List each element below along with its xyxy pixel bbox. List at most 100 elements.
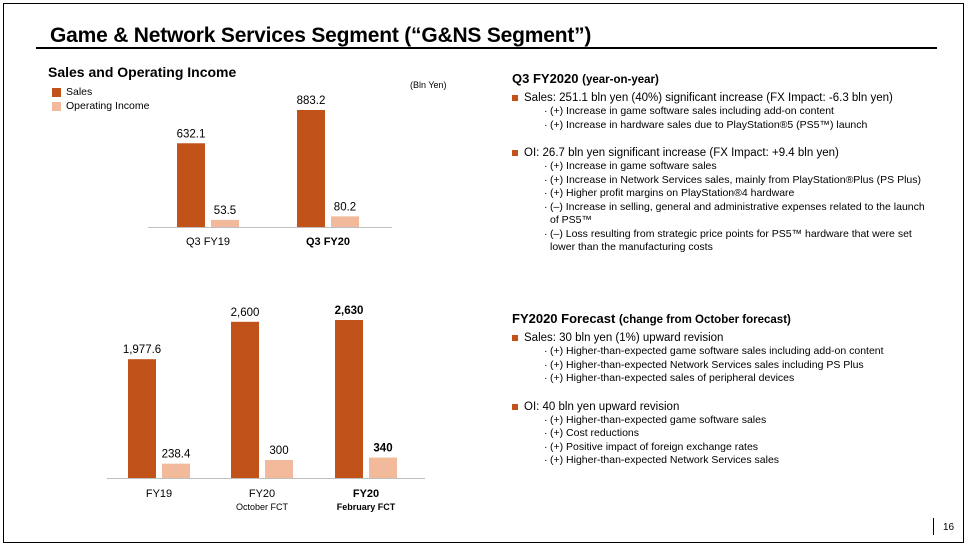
dot-bullet-icon: · bbox=[544, 227, 548, 240]
legend-sales-swatch bbox=[52, 87, 61, 97]
fy-detail-text: (+) Positive impact of foreign exchange … bbox=[550, 440, 759, 453]
oi-bar bbox=[162, 463, 190, 478]
dot-bullet-icon: · bbox=[544, 413, 548, 426]
legend-oi: Operating Income bbox=[52, 99, 149, 113]
fy-bullet: Sales: 30 bln yen (1%) upward revision bbox=[512, 331, 932, 345]
oi-bar bbox=[369, 457, 397, 478]
title-divider bbox=[36, 47, 937, 49]
dot-bullet-icon: · bbox=[544, 345, 548, 357]
category-label: Q3 FY19 bbox=[186, 236, 230, 248]
oi-bar bbox=[331, 216, 359, 227]
fy-detail-text: (+) Higher-than-expected Network Service… bbox=[550, 358, 864, 371]
q3-detail-item: · (+) Higher profit margins on PlayStatio… bbox=[544, 187, 932, 201]
oi-bar bbox=[211, 219, 239, 227]
dot-bullet-icon: · bbox=[544, 358, 548, 371]
q3-detail-text: (–) Loss resulting from strategic price … bbox=[550, 227, 912, 254]
sales-bar bbox=[297, 110, 325, 227]
fy-section: FY2020 Forecast (change from October for… bbox=[512, 312, 932, 468]
q3-detail-text: (+) Increase in game software sales bbox=[550, 160, 717, 172]
fy-bullet-text: OI: 40 bln yen upward revision bbox=[524, 400, 680, 413]
fy-detail-text: (+) Higher-than-expected sales of periph… bbox=[550, 372, 795, 384]
sales-bar bbox=[177, 143, 205, 227]
q3-bullet: OI: 26.7 bln yen significant increase (F… bbox=[512, 146, 932, 160]
q3-detail-item: · (+) Increase in game software sales bbox=[544, 160, 932, 174]
dot-bullet-icon: · bbox=[544, 372, 548, 384]
fy-heading-main: FY2020 Forecast bbox=[512, 311, 616, 326]
q3-section: Q3 FY2020 (year-on-year) Sales: 251.1 bl… bbox=[512, 72, 932, 255]
fy-detail-item: · (+) Higher-than-expected sales of perip… bbox=[544, 372, 932, 386]
fy-detail-item: · (+) Cost reductions bbox=[544, 427, 932, 441]
fy-detail-item: · (+) Higher-than-expected Network Servic… bbox=[544, 359, 932, 373]
oi-bar bbox=[265, 459, 293, 478]
fy-bullet: OI: 40 bln yen upward revision bbox=[512, 400, 932, 414]
q3-detail-item: · (+) Increase in Network Services sales,… bbox=[544, 174, 932, 188]
sales-value-label: 632.1 bbox=[177, 128, 206, 140]
dot-bullet-icon: · bbox=[544, 160, 548, 172]
legend-oi-swatch bbox=[52, 101, 61, 111]
dot-bullet-icon: · bbox=[544, 187, 548, 199]
fy-detail-item: · (+) Higher-than-expected Network Servic… bbox=[544, 454, 932, 468]
category-sublabel: February FCT bbox=[337, 502, 396, 512]
oi-value-label: 238.4 bbox=[162, 449, 191, 461]
category-label: Q3 FY20 bbox=[306, 236, 350, 248]
q3-bullet: Sales: 251.1 bln yen (40%) significant i… bbox=[512, 91, 932, 105]
square-bullet-icon bbox=[512, 403, 518, 410]
q3-bullet-text: OI: 26.7 bln yen significant increase (F… bbox=[524, 147, 839, 159]
legend-sales-label: Sales bbox=[66, 86, 93, 98]
slide-frame bbox=[3, 3, 964, 543]
dot-bullet-icon: · bbox=[544, 440, 548, 453]
q3-detail-text: (–) Increase in selling, general and adm… bbox=[550, 200, 925, 227]
chart-heading: Sales and Operating Income bbox=[48, 64, 237, 80]
q3-detail-item: · (+) Increase in hardware sales due to P… bbox=[544, 119, 932, 133]
q3-heading-main: Q3 FY2020 bbox=[512, 71, 579, 86]
dot-bullet-icon: · bbox=[544, 454, 548, 466]
page-number-divider bbox=[933, 518, 934, 535]
q3-detail-item: · (+) Increase in game software sales inc… bbox=[544, 105, 932, 119]
oi-value-label: 300 bbox=[269, 445, 288, 457]
fy-detail-item: · (+) Positive impact of foreign exchange… bbox=[544, 441, 932, 455]
fy-detail-text: (+) Cost reductions bbox=[550, 427, 639, 439]
sales-value-label: 2,600 bbox=[231, 307, 260, 319]
sales-value-label: 2,630 bbox=[335, 305, 364, 317]
dot-bullet-icon: · bbox=[544, 427, 548, 439]
dot-bullet-icon: · bbox=[544, 105, 548, 117]
q3-detail-text: (+) Increase in hardware sales due to Pl… bbox=[550, 118, 868, 131]
category-label: FY20 bbox=[249, 488, 275, 500]
q3-detail-item: · (–) Loss resulting from strategic price… bbox=[544, 228, 932, 255]
sales-bar bbox=[128, 359, 156, 478]
q3-bullet-group: Sales: 251.1 bln yen (40%) significant i… bbox=[512, 91, 932, 132]
fy-bullet-group: OI: 40 bln yen upward revision · (+) Highe… bbox=[512, 400, 932, 468]
fy-heading-sub: (change from October forecast) bbox=[618, 314, 791, 326]
q3-detail-text: (+) Increase in Network Services sales, … bbox=[550, 173, 921, 186]
oi-value-label: 53.5 bbox=[214, 205, 236, 217]
slide-title: Game & Network Services Segment (“G&NS S… bbox=[50, 24, 592, 47]
legend-sales: Sales bbox=[52, 85, 149, 99]
q3-detail-text: (+) Higher profit margins on PlayStation… bbox=[550, 187, 795, 199]
fy-detail-text: (+) Higher-than-expected game software s… bbox=[550, 413, 767, 426]
sales-value-label: 1,977.6 bbox=[123, 344, 161, 356]
square-bullet-icon bbox=[512, 150, 518, 156]
oi-value-label: 80.2 bbox=[334, 201, 356, 213]
q3-heading-sub: (year-on-year) bbox=[582, 74, 659, 86]
q3-detail-item: · (–) Increase in selling, general and ad… bbox=[544, 201, 932, 228]
square-bullet-icon bbox=[512, 335, 518, 341]
fy-detail-text: (+) Higher-than-expected game software s… bbox=[550, 345, 884, 357]
dot-bullet-icon: · bbox=[544, 173, 548, 186]
square-bullet-icon bbox=[512, 95, 518, 101]
q3-bullet-group: OI: 26.7 bln yen significant increase (F… bbox=[512, 146, 932, 255]
sales-bar bbox=[231, 321, 259, 478]
q3-bullet-text: Sales: 251.1 bln yen (40%) significant i… bbox=[524, 92, 893, 104]
fy-detail-item: · (+) Higher-than-expected game software … bbox=[544, 345, 932, 359]
q3-detail-text: (+) Increase in game software sales incl… bbox=[550, 105, 834, 117]
dot-bullet-icon: · bbox=[544, 118, 548, 131]
chart-legend: Sales Operating Income bbox=[52, 85, 149, 113]
dot-bullet-icon: · bbox=[544, 200, 548, 213]
bar-charts: 632.1 53.5 Q3 FY19 883.2 80.2 Q3 FY20 1,977.6 2… bbox=[107, 95, 425, 512]
sales-bar bbox=[335, 320, 363, 478]
category-label: FY19 bbox=[146, 488, 172, 500]
legend-oi-label: Operating Income bbox=[66, 100, 150, 112]
q3-heading: Q3 FY2020 (year-on-year) bbox=[512, 72, 932, 87]
sales-value-label: 883.2 bbox=[297, 95, 326, 107]
fy-bullet-group: Sales: 30 bln yen (1%) upward revision ·(… bbox=[512, 331, 932, 386]
category-sublabel: October FCT bbox=[236, 502, 289, 512]
